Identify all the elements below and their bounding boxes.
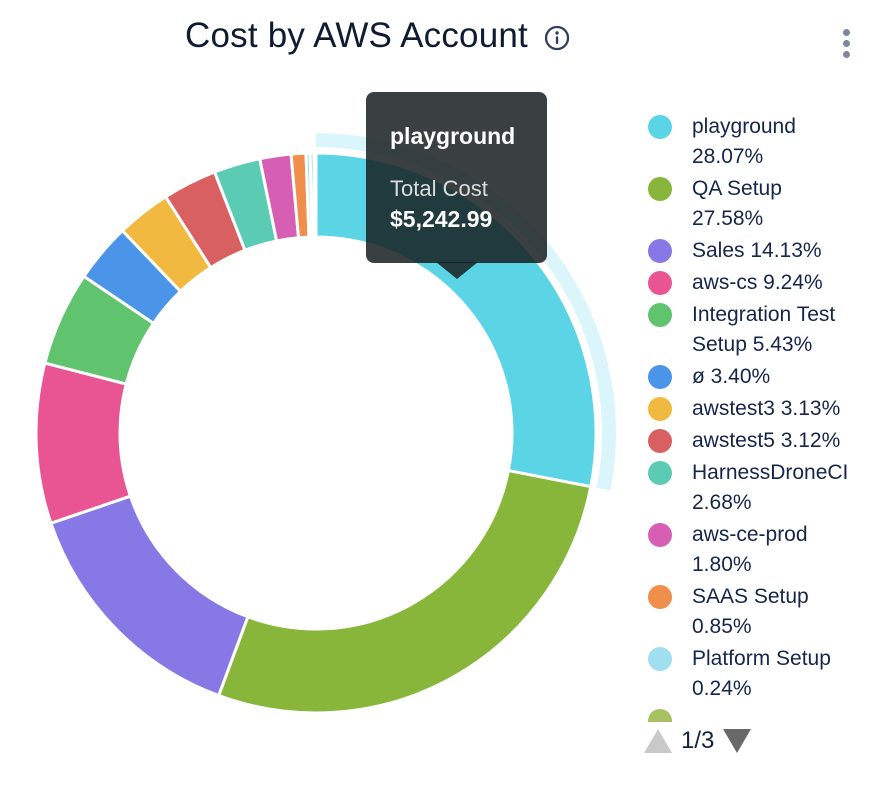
legend-color-dot: [648, 115, 672, 139]
legend-item-label: QA Setup 27.58%: [692, 177, 782, 230]
legend-color-dot: [648, 365, 672, 389]
kebab-menu-icon[interactable]: [840, 29, 852, 58]
legend-item-playground[interactable]: playground 28.07%: [648, 112, 884, 172]
legend-item-aws-ce-prod[interactable]: aws-ce-prod 1.80%: [648, 520, 884, 580]
legend-pagination: 1/3: [644, 727, 752, 755]
legend-page-down-icon[interactable]: [723, 729, 752, 753]
chart-legend: playground 28.07% QA Setup 27.58% Sales 14.1…: [648, 112, 884, 722]
legend-color-dot: [648, 303, 672, 327]
tooltip-metric-value: $5,242.99: [390, 206, 493, 232]
donut-slice-qa-setup[interactable]: [216, 468, 593, 715]
legend-item-platform-setup[interactable]: Platform Setup 0.24%: [648, 644, 884, 704]
legend-color-dot: [648, 239, 672, 263]
legend-color-dot: [648, 271, 672, 295]
legend-color-dot: [648, 397, 672, 421]
info-icon[interactable]: [543, 24, 571, 52]
legend-item-label: Platform Setup 0.24%: [692, 647, 831, 700]
legend-item-label: aws-ce-prod 1.80%: [692, 523, 808, 576]
card-header: Cost by AWS Account: [185, 16, 571, 56]
legend-item-label: awstest3 3.13%: [692, 397, 841, 420]
legend-color-dot: [648, 177, 672, 201]
legend-color-dot: [648, 585, 672, 609]
legend-item-label: ø 3.40%: [692, 365, 771, 388]
legend-page-indicator: 1/3: [681, 727, 715, 754]
legend-item-aws-cs[interactable]: aws-cs 9.24%: [648, 268, 884, 298]
legend-item-integration-test-setup[interactable]: Integration Test Setup 5.43%: [648, 300, 884, 360]
legend-item-label: SAAS Setup 0.85%: [692, 585, 809, 638]
donut-slice-sliver-2[interactable]: [312, 151, 318, 239]
legend-item-awstest3[interactable]: awstest3 3.13%: [648, 394, 884, 424]
legend-color-dot: [648, 429, 672, 453]
legend-item-ø[interactable]: ø 3.40%: [648, 362, 884, 392]
legend-color-dot: [648, 709, 672, 722]
legend-item-label: Integration Test Setup 5.43%: [692, 303, 836, 356]
legend-item-awstest5[interactable]: awstest5 3.12%: [648, 426, 884, 456]
legend-item-harnessdroneci[interactable]: HarnessDroneCI 2.68%: [648, 458, 884, 518]
legend-color-dot: [648, 647, 672, 671]
legend-page-up-icon[interactable]: [644, 729, 672, 753]
page-title: Cost by AWS Account: [185, 16, 528, 55]
legend-item-next-page-partial[interactable]: [648, 706, 884, 722]
legend-item-label: HarnessDroneCI 2.68%: [692, 461, 849, 514]
tooltip-metric-label: Total Cost: [390, 176, 488, 201]
legend-item-label: aws-cs 9.24%: [692, 271, 823, 294]
legend-item-saas-setup[interactable]: SAAS Setup 0.85%: [648, 582, 884, 642]
legend-item-label: awstest5 3.12%: [692, 429, 841, 452]
legend-item-label: Sales 14.13%: [692, 239, 822, 262]
donut-slice-sales[interactable]: [49, 494, 250, 698]
legend-color-dot: [648, 523, 672, 547]
legend-item-qa-setup[interactable]: QA Setup 27.58%: [648, 174, 884, 234]
legend-item-label: playground 28.07%: [692, 115, 796, 168]
legend-item-sales[interactable]: Sales 14.13%: [648, 236, 884, 266]
chart-tooltip: playground Total Cost $5,242.99: [366, 92, 547, 263]
legend-color-dot: [648, 461, 672, 485]
donut-slice-aws-cs[interactable]: [34, 361, 133, 526]
tooltip-series-name: playground: [390, 123, 516, 149]
